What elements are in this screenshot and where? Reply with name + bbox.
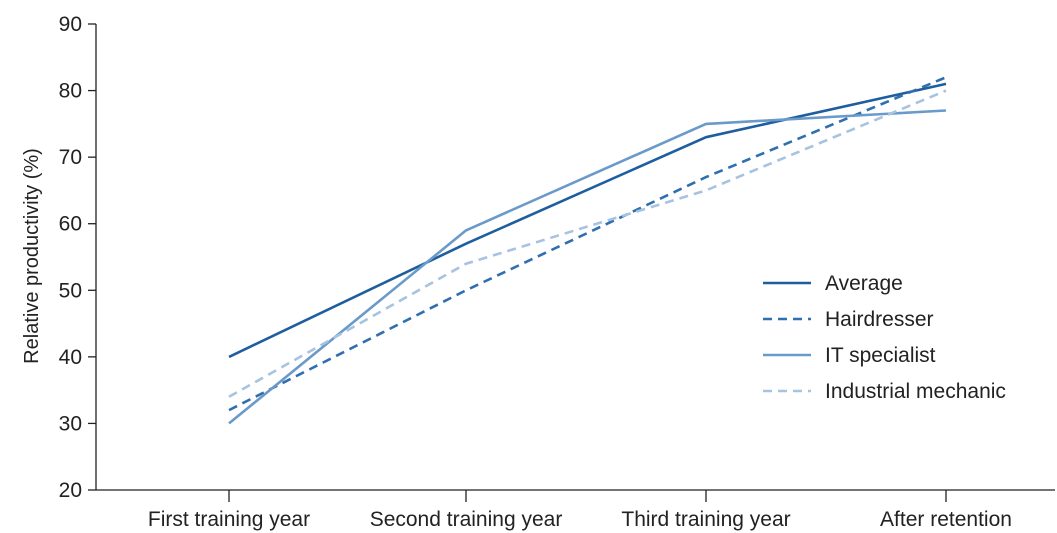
y-tick-labels: 20 30 40 50 60 70 80 90 [59, 13, 82, 502]
series-line-average [228, 82, 947, 359]
legend-label: Average [825, 272, 903, 295]
x-tick-labels: First training year Second training year T… [148, 508, 1012, 531]
y-tick-label: 80 [59, 80, 82, 103]
y-tick-label: 90 [59, 13, 82, 36]
legend-label: Hairdresser [825, 308, 934, 331]
x-tick-label: After retention [880, 508, 1012, 531]
x-tick-label: First training year [148, 508, 310, 531]
y-tick-label: 50 [59, 279, 82, 302]
series-lines [228, 76, 947, 425]
legend-item: IT specialist [763, 344, 936, 367]
legend-label: Industrial mechanic [825, 380, 1006, 403]
series-line-industrial-mechanic [228, 89, 947, 398]
x-tick-label: Second training year [370, 508, 563, 531]
legend-label: IT specialist [825, 344, 936, 367]
series-line-hairdresser [228, 76, 947, 412]
y-tick-label: 40 [59, 346, 82, 369]
y-axis-label: Relative productivity (%) [21, 148, 43, 364]
legend-item: Hairdresser [763, 308, 934, 331]
legend-item: Average [763, 272, 903, 295]
series-line-it-specialist [228, 109, 947, 425]
y-tick-label: 70 [59, 146, 82, 169]
x-tick-label: Third training year [621, 508, 790, 531]
legend-item: Industrial mechanic [763, 380, 1006, 403]
legend: Average Hairdresser IT specialist Industria… [763, 272, 1006, 403]
y-tick-label: 20 [59, 479, 82, 502]
y-tick-label: 30 [59, 412, 82, 435]
y-tick-label: 60 [59, 213, 82, 236]
axes [88, 23, 1055, 502]
